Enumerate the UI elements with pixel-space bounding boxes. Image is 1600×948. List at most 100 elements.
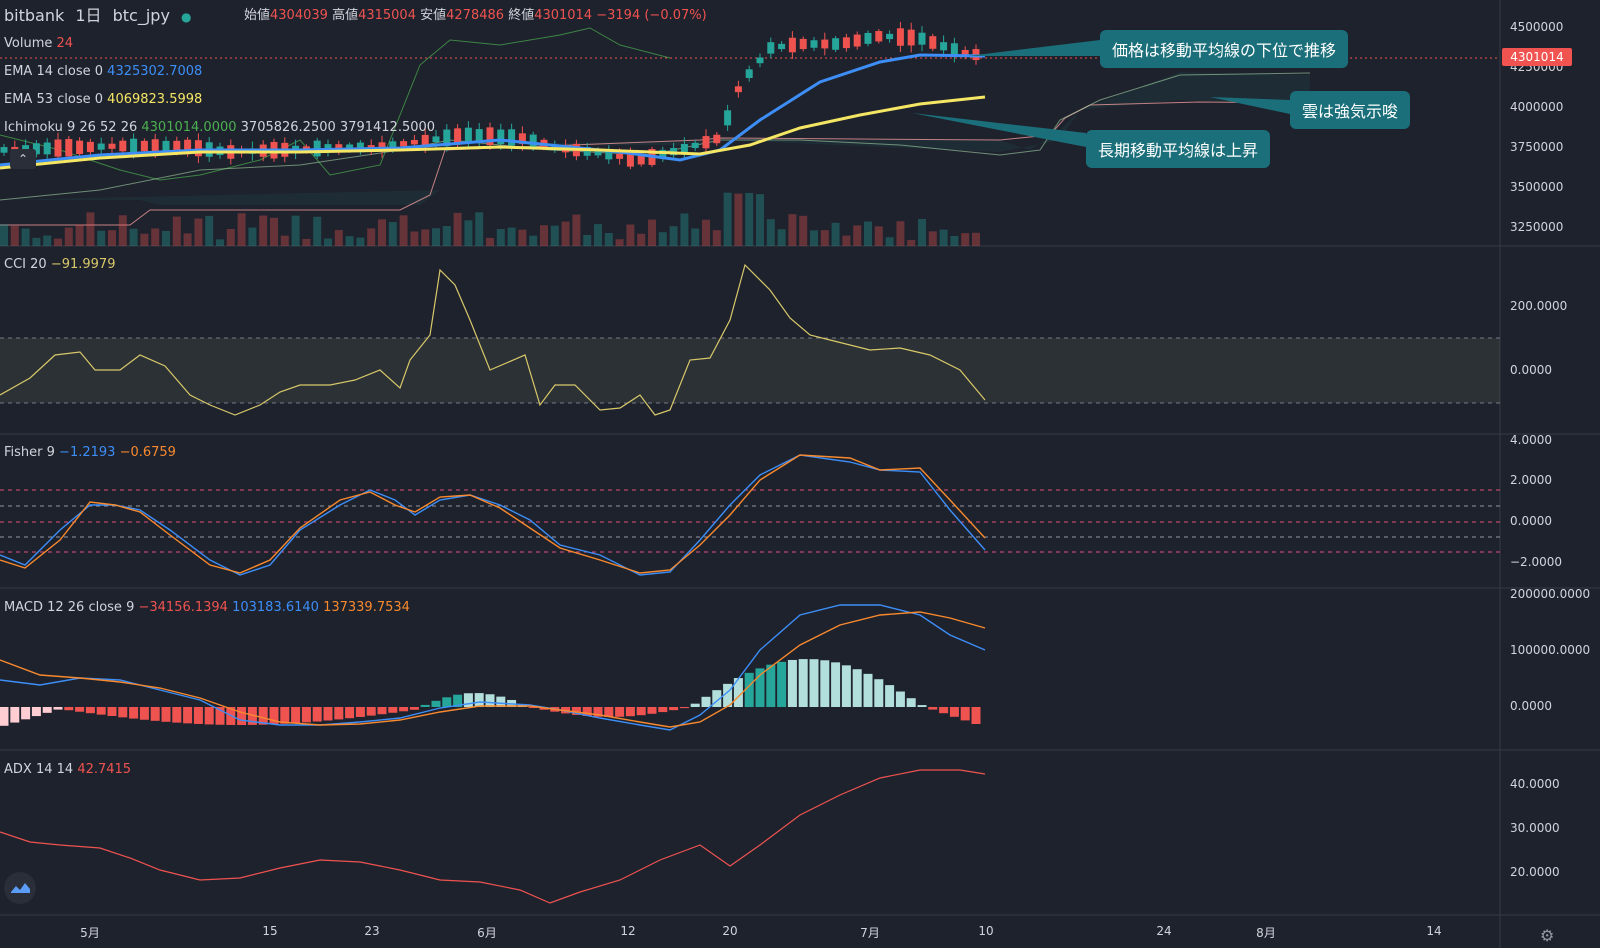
candle-body	[691, 142, 699, 149]
ema53-name: EMA 53 close 0	[4, 92, 104, 107]
annotation-callout[interactable]: 価格は移動平均線の下位で推移	[1100, 30, 1349, 68]
annotation-callout[interactable]: 長期移動平均線は上昇	[1086, 130, 1271, 168]
annotation-callout[interactable]: 雲は強気示唆	[1290, 91, 1411, 129]
ohlc-values: 始値4304039 高値4315004 安値4278486 終値4301014 …	[244, 8, 707, 24]
time-axis-label: 7月	[860, 926, 880, 940]
tradingview-logo-icon[interactable]	[4, 872, 36, 904]
macd-histogram-bar	[161, 707, 171, 722]
time-axis-label: 20	[722, 924, 738, 938]
adx-legend[interactable]: ADX 14 14 42.7415	[4, 762, 131, 778]
macd-histogram-bar	[96, 707, 106, 715]
macd-histogram-bar	[215, 707, 225, 725]
close-label: 終値	[508, 8, 535, 23]
price-axis-label: 4000000	[1510, 100, 1564, 114]
price-axis-label: 3500000	[1510, 180, 1564, 194]
macd-histogram-bar	[291, 707, 301, 724]
macd-histogram-bar	[258, 707, 268, 725]
ema53-legend[interactable]: EMA 53 close 0 4069823.5998	[4, 92, 202, 108]
cci-legend[interactable]: CCI 20 −91.9979	[4, 257, 115, 273]
macd-histogram-bar	[939, 707, 949, 714]
fisher-legend[interactable]: Fisher 9 −1.2193 −0.6759	[4, 445, 176, 461]
candle-body	[454, 128, 462, 145]
candle-body	[734, 86, 742, 93]
low-label: 安値	[420, 8, 447, 23]
volume-bar	[507, 227, 516, 246]
volume-bar	[345, 236, 354, 246]
candle-body	[961, 49, 969, 56]
volume-value: 24	[56, 36, 74, 51]
macd-histogram-bar	[64, 707, 74, 711]
macd-histogram-bar	[636, 707, 646, 716]
candle-body	[86, 141, 94, 153]
candle-body	[724, 110, 732, 126]
volume-legend[interactable]: Volume 24	[4, 36, 73, 52]
volume-bar	[658, 232, 667, 246]
volume-bar	[183, 233, 192, 246]
macd-histogram-bar	[733, 678, 743, 707]
volume-bar	[594, 224, 602, 246]
candle-body	[799, 38, 807, 50]
volume-bar	[464, 220, 473, 246]
macd-histogram-bar	[150, 707, 160, 721]
macd-signal-line	[0, 611, 986, 728]
callout-pointer	[1210, 97, 1290, 114]
callout-pointer	[912, 113, 1086, 147]
candle-body	[162, 140, 170, 152]
macd-histogram-bar	[409, 707, 419, 710]
candle-body	[756, 57, 764, 64]
macd-legend[interactable]: MACD 12 26 close 9 −34156.1394 103183.61…	[4, 600, 410, 616]
candle-body	[940, 42, 948, 51]
macd-axis-label: 100000.0000	[1510, 643, 1591, 657]
volume-bar	[648, 219, 656, 246]
candle-body	[378, 142, 386, 152]
cci-axis-label: 0.0000	[1510, 363, 1552, 377]
candle-body	[432, 136, 440, 143]
macd-histogram-bar	[355, 707, 365, 717]
macd-histogram-bar	[85, 707, 95, 714]
volume-bar	[54, 238, 62, 246]
candle-body	[0, 147, 8, 153]
macd-line	[0, 604, 986, 731]
volume-bar	[583, 235, 592, 246]
time-axis-label: 24	[1156, 924, 1172, 938]
volume-bar	[939, 229, 948, 246]
volume-bar	[216, 239, 224, 246]
symbol-header: bitbank 1日 btc_jpy ●	[4, 4, 198, 29]
volume-bar	[680, 213, 689, 246]
exchange-name[interactable]: bitbank	[4, 6, 65, 25]
candle-body	[896, 28, 904, 46]
macd-histogram-bar	[928, 707, 938, 710]
ichimoku-name: Ichimoku 9 26 52 26	[4, 120, 138, 135]
volume-bar	[615, 239, 624, 246]
candle-body	[810, 40, 818, 48]
collapse-legend-button[interactable]: ⌃	[10, 149, 36, 169]
candle-body	[32, 143, 40, 155]
candle-body	[76, 140, 84, 155]
candle-body	[886, 33, 894, 40]
candle-body	[864, 32, 872, 44]
gear-icon[interactable]: ⚙	[1540, 926, 1555, 945]
interval[interactable]: 1日	[75, 6, 102, 25]
candle-body	[583, 146, 591, 156]
volume-bar	[64, 227, 73, 246]
macd-histogram-bar	[723, 683, 733, 707]
volume-bar	[21, 228, 30, 246]
macd-histogram-bar	[766, 664, 776, 707]
cci-name: CCI 20	[4, 257, 47, 272]
open-value: 4304039	[270, 8, 328, 23]
macd-histogram-bar	[895, 691, 905, 707]
candle-body	[821, 39, 829, 49]
macd-histogram-bar	[453, 694, 463, 707]
ema14-legend[interactable]: EMA 14 close 0 4325302.7008	[4, 64, 202, 80]
volume-bar	[842, 235, 851, 246]
ichimoku-legend[interactable]: Ichimoku 9 26 52 26 4301014.0000 3705826…	[4, 120, 435, 136]
candle-body	[778, 43, 786, 50]
macd-axis-label: 200000.0000	[1510, 587, 1591, 601]
candle-body	[745, 69, 753, 78]
volume-bar	[529, 235, 538, 246]
macd-histogram-bar	[21, 707, 31, 720]
ema53-value: 4069823.5998	[107, 92, 203, 107]
macd-histogram-bar	[571, 707, 581, 715]
symbol-name[interactable]: btc_jpy	[112, 6, 170, 25]
